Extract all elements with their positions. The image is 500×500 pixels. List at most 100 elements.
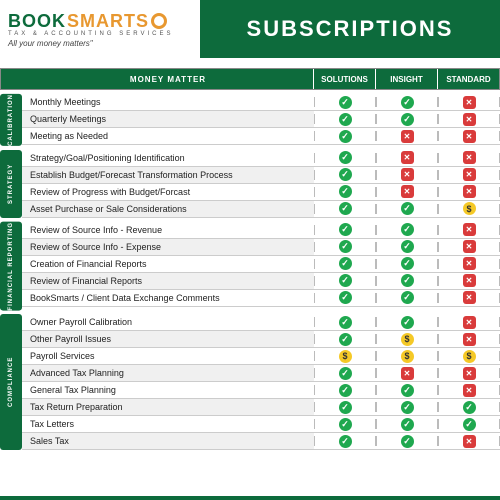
plan-cell xyxy=(314,314,376,330)
header-solutions: SOLUTIONS xyxy=(313,69,375,89)
table-row: Review of Progress with Budget/Forcast xyxy=(22,184,500,201)
row-label: Monthly Meetings xyxy=(22,94,314,110)
check-icon xyxy=(339,223,352,236)
check-icon xyxy=(339,435,352,448)
plan-cell xyxy=(376,314,438,330)
plan-cell xyxy=(438,331,500,347)
plan-cell xyxy=(376,365,438,381)
dollar-icon xyxy=(401,350,414,363)
plan-cell xyxy=(314,150,376,166)
plan-cell xyxy=(314,348,376,364)
logo-part2: SMARTS xyxy=(67,11,149,32)
plan-cell xyxy=(438,201,500,217)
plan-cell xyxy=(438,314,500,330)
check-icon xyxy=(401,223,414,236)
check-icon xyxy=(339,367,352,380)
row-label: Review of Progress with Budget/Forcast xyxy=(22,184,314,200)
cross-icon xyxy=(401,185,414,198)
check-icon xyxy=(339,113,352,126)
logo-tagline: All your money matters" xyxy=(8,39,192,48)
check-icon xyxy=(339,168,352,181)
plan-cell xyxy=(376,331,438,347)
cross-icon xyxy=(463,130,476,143)
check-icon xyxy=(339,96,352,109)
cross-icon xyxy=(463,333,476,346)
row-label: Owner Payroll Calibration xyxy=(22,314,314,330)
plan-cell xyxy=(438,348,500,364)
cross-icon xyxy=(463,185,476,198)
comparison-table: CALIBRATIONMonthly MeetingsQuarterly Mee… xyxy=(0,94,500,450)
plan-cell xyxy=(376,201,438,217)
check-icon xyxy=(339,291,352,304)
check-icon xyxy=(401,113,414,126)
plan-cell xyxy=(376,128,438,144)
plan-cell xyxy=(314,222,376,238)
row-label: Sales Tax xyxy=(22,433,314,449)
section: COMPLIANCEOwner Payroll CalibrationOther… xyxy=(0,314,500,450)
plan-cell xyxy=(438,273,500,289)
table-row: Sales Tax xyxy=(22,433,500,450)
plan-cell xyxy=(376,273,438,289)
table-row: Tax Letters xyxy=(22,416,500,433)
plan-cell xyxy=(438,150,500,166)
plan-cell xyxy=(376,348,438,364)
plan-cell xyxy=(438,256,500,272)
plan-cell xyxy=(314,94,376,110)
header: BOOKSMARTS TAX & ACCOUNTING SERVICES All… xyxy=(0,0,500,58)
plan-cell xyxy=(376,256,438,272)
table-header: MONEY MATTER SOLUTIONS INSIGHT STANDARD xyxy=(0,68,500,90)
row-label: Quarterly Meetings xyxy=(22,111,314,127)
logo-subtitle: TAX & ACCOUNTING SERVICES xyxy=(8,31,192,37)
plan-cell xyxy=(438,239,500,255)
row-label: Meeting as Needed xyxy=(22,128,314,144)
check-icon xyxy=(339,401,352,414)
cross-icon xyxy=(463,257,476,270)
header-money-matter: MONEY MATTER xyxy=(23,75,313,84)
table-row: Tax Return Preparation xyxy=(22,399,500,416)
plan-cell xyxy=(314,273,376,289)
header-insight: INSIGHT xyxy=(375,69,437,89)
dollar-icon xyxy=(339,350,352,363)
footer-bar xyxy=(0,496,500,500)
section-rows: Owner Payroll CalibrationOther Payroll I… xyxy=(22,314,500,450)
row-label: Creation of Financial Reports xyxy=(22,256,314,272)
check-icon xyxy=(463,401,476,414)
table-row: Review of Financial Reports xyxy=(22,273,500,290)
check-icon xyxy=(339,130,352,143)
row-label: BookSmarts / Client Data Exchange Commen… xyxy=(22,290,314,306)
logo-part1: BOOK xyxy=(8,11,66,32)
category-label: FINANCIAL REPORTING xyxy=(0,222,22,311)
row-label: Other Payroll Issues xyxy=(22,331,314,347)
logo-wordmark: BOOKSMARTS xyxy=(8,11,192,32)
row-label: Payroll Services xyxy=(22,348,314,364)
check-icon xyxy=(401,257,414,270)
dollar-icon xyxy=(463,350,476,363)
category-label: CALIBRATION xyxy=(0,94,22,146)
plan-cell xyxy=(438,365,500,381)
plan-cell xyxy=(438,128,500,144)
row-label: Strategy/Goal/Positioning Identification xyxy=(22,150,314,166)
check-icon xyxy=(401,384,414,397)
plan-cell xyxy=(314,290,376,306)
row-label: Review of Source Info - Expense xyxy=(22,239,314,255)
cross-icon xyxy=(463,274,476,287)
section: STRATEGYStrategy/Goal/Positioning Identi… xyxy=(0,150,500,218)
cross-icon xyxy=(463,316,476,329)
plan-cell xyxy=(376,150,438,166)
table-row: Advanced Tax Planning xyxy=(22,365,500,382)
cross-icon xyxy=(401,367,414,380)
page-title: SUBSCRIPTIONS xyxy=(200,0,500,58)
check-icon xyxy=(401,274,414,287)
dollar-icon xyxy=(401,333,414,346)
table-row: Review of Source Info - Expense xyxy=(22,239,500,256)
plan-cell xyxy=(438,382,500,398)
check-icon xyxy=(401,401,414,414)
cross-icon xyxy=(463,384,476,397)
plan-cell xyxy=(376,184,438,200)
plan-cell xyxy=(314,382,376,398)
plan-cell xyxy=(314,365,376,381)
row-label: Asset Purchase or Sale Considerations xyxy=(22,201,314,217)
plan-cell xyxy=(438,222,500,238)
table-row: Payroll Services xyxy=(22,348,500,365)
category-label: COMPLIANCE xyxy=(0,314,22,450)
